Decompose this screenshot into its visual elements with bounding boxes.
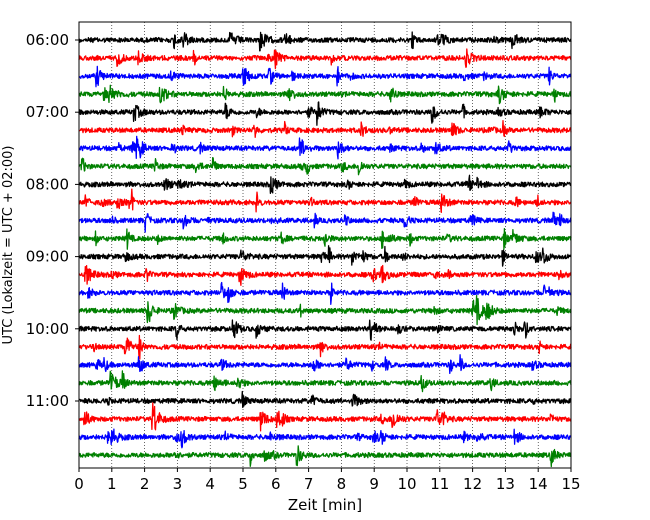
x-tick-label: 11 — [430, 475, 449, 493]
y-axis-label: UTC (Lokalzeit = UTC + 02:00) — [1, 146, 16, 345]
seismogram-trace — [78, 174, 572, 194]
x-tick-label: 4 — [205, 475, 215, 493]
seismogram-trace — [78, 135, 572, 160]
x-tick-label: 0 — [74, 475, 84, 493]
plot-frame — [78, 21, 572, 469]
y-tick-label: 11:00 — [26, 392, 69, 410]
seismogram-trace — [78, 402, 572, 432]
y-axis-ticks: 06:00 07:00 08:00 09:00 10:00 11:00 — [26, 31, 79, 410]
seismogram-trace — [78, 228, 572, 250]
x-tick-label: 12 — [463, 475, 482, 493]
seismogram-trace — [78, 445, 572, 468]
x-tick-label: 6 — [271, 475, 281, 493]
x-tick-label: 14 — [529, 475, 548, 493]
y-tick-label: 07:00 — [26, 103, 69, 121]
seismogram-trace — [78, 281, 572, 305]
x-tick-label: 8 — [337, 475, 347, 493]
x-tick-label: 5 — [238, 475, 248, 493]
seismogram-traces — [78, 31, 572, 468]
seismogram-trace — [78, 334, 572, 360]
seismogram-trace — [78, 390, 572, 408]
x-tick-label: 13 — [496, 475, 515, 493]
x-tick-label: 9 — [369, 475, 379, 493]
seismogram-trace — [78, 48, 572, 70]
seismogram-trace — [78, 211, 572, 233]
seismogram-trace — [78, 120, 572, 138]
seismogram-trace — [78, 156, 572, 176]
seismogram-trace — [78, 354, 572, 375]
x-tick-label: 2 — [140, 475, 150, 493]
seismogram-trace — [78, 245, 572, 267]
x-tick-label: 1 — [107, 475, 117, 493]
y-tick-label: 09:00 — [26, 248, 69, 266]
seismogram-trace — [78, 31, 572, 52]
x-tick-label: 3 — [173, 475, 183, 493]
seismogram-trace — [78, 65, 572, 88]
x-tick-label: 7 — [304, 475, 314, 493]
seismogram-trace — [78, 319, 572, 341]
y-tick-label: 10:00 — [26, 320, 69, 338]
seismogram-trace — [78, 84, 572, 105]
x-axis-ticks: 0 1 2 3 4 5 6 7 8 9 10 11 12 13 14 15 — [74, 468, 581, 493]
x-axis-label: Zeit [min] — [288, 496, 362, 514]
x-tick-label: 15 — [561, 475, 580, 493]
seismogram-trace — [78, 264, 572, 286]
x-tick-label: 10 — [397, 475, 416, 493]
y-tick-label: 06:00 — [26, 31, 69, 49]
seismogram-trace — [78, 428, 572, 449]
seismogram-trace — [78, 370, 572, 393]
seismogram-trace — [78, 101, 572, 126]
seismogram-trace — [78, 188, 572, 214]
seismogram-trace — [78, 295, 572, 326]
y-tick-label: 08:00 — [26, 175, 69, 193]
